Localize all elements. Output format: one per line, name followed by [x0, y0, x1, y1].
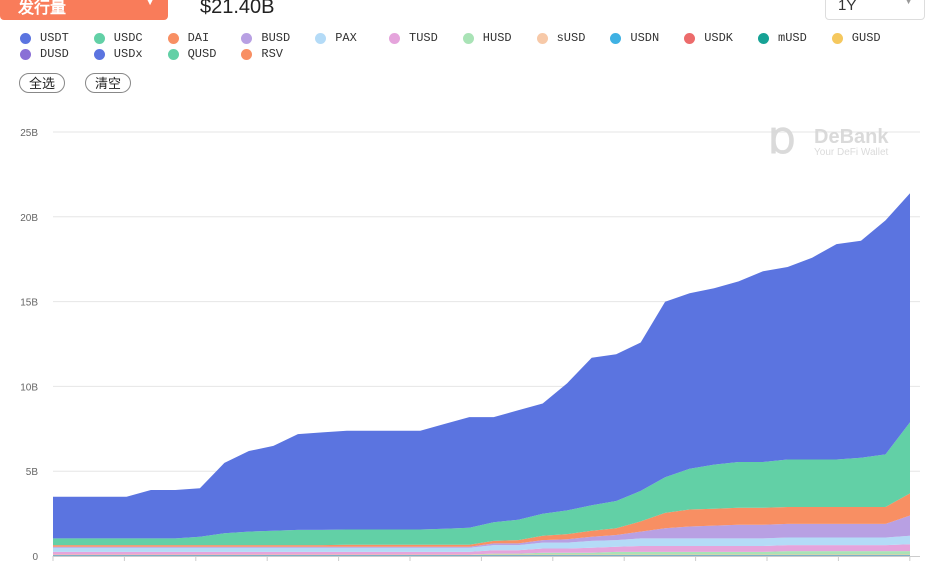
legend-dot-icon	[167, 48, 179, 60]
legend-label: mUSD	[778, 31, 807, 45]
area-pax	[53, 535, 910, 552]
legend-dot-icon	[315, 32, 327, 44]
legend-dot-icon	[167, 32, 179, 44]
legend-label: DAI	[187, 31, 210, 45]
legend-dot-icon	[241, 48, 253, 60]
legend-dot-icon	[758, 32, 769, 44]
legend-dot-icon	[610, 32, 622, 44]
area-tusd	[53, 544, 910, 555]
watermark-brand: DeBank	[814, 125, 889, 148]
legend-label: USDT	[40, 31, 69, 45]
legend-dot-icon	[20, 48, 31, 60]
legend-item-gusd[interactable]: GUSD	[831, 31, 881, 45]
legend-item-busd[interactable]: BUSD	[241, 31, 290, 45]
area-busd	[53, 515, 910, 548]
legend-dot-icon	[684, 32, 696, 44]
chevron-down-icon: ▼	[903, 0, 914, 7]
debank-logo-icon: Ɒ	[770, 123, 797, 161]
legend-label: HUSD	[482, 31, 512, 45]
legend-item-usdn[interactable]: USDN	[610, 31, 659, 45]
total-value: $21.40B	[200, 0, 275, 18]
range-value: 1Y	[838, 0, 857, 14]
legend-label: USDx	[113, 47, 143, 61]
legend-item-tusd[interactable]: TUSD	[389, 31, 438, 45]
legend-dot-icon	[462, 32, 474, 44]
legend-dot-icon	[20, 32, 31, 44]
y-tick-label: 15B	[20, 298, 38, 309]
legend-dot-icon	[389, 32, 400, 44]
debank-watermark: Ɒ DeBank Your DeFi Wallet	[770, 124, 888, 160]
metric-label: 发行量	[18, 0, 67, 17]
legend-dot-icon	[93, 48, 105, 60]
legend-label: DUSD	[40, 47, 69, 61]
legend-label: PAX	[335, 31, 357, 45]
legend-item-usdx[interactable]: USDx	[93, 47, 143, 61]
watermark-tagline: Your DeFi Wallet	[814, 146, 889, 158]
legend-item-pax[interactable]: PAX	[315, 31, 357, 45]
legend-item-dai[interactable]: DAI	[167, 31, 210, 45]
legend-label: sUSD	[556, 31, 586, 45]
area-usdc	[53, 422, 910, 546]
y-tick-label: 5B	[26, 467, 39, 478]
range-select[interactable]: 1Y ▼	[825, 0, 925, 20]
legend-item-usdk[interactable]: USDK	[684, 31, 733, 45]
legend-dot-icon	[831, 32, 843, 44]
y-tick-label: 10B	[20, 382, 38, 393]
select-all-button[interactable]: 全选	[19, 73, 65, 93]
legend-item-rsv[interactable]: RSV	[241, 47, 283, 61]
y-tick-label: 0	[32, 552, 38, 561]
area-usdt	[53, 193, 910, 539]
legend-label: USDN	[630, 31, 660, 45]
legend-label: USDK	[704, 31, 733, 45]
area-husd	[53, 551, 910, 555]
metric-dropdown[interactable]: 发行量 ▼	[0, 0, 168, 20]
legend-label: BUSD	[261, 31, 291, 45]
legend-item-musd[interactable]: mUSD	[758, 31, 807, 45]
legend-label: TUSD	[409, 31, 438, 45]
y-tick-label: 25B	[20, 128, 38, 139]
legend-item-usdc[interactable]: USDC	[93, 31, 143, 45]
area-dai	[53, 493, 910, 547]
legend-item-husd[interactable]: HUSD	[462, 31, 512, 45]
legend-item-susd[interactable]: sUSD	[536, 31, 586, 45]
legend-label: GUSD	[851, 31, 881, 45]
legend-label: QUSD	[187, 47, 217, 61]
legend-label: RSV	[261, 47, 283, 61]
legend-dot-icon	[536, 32, 548, 44]
legend-label: USDC	[113, 31, 143, 45]
legend-dot-icon	[93, 32, 105, 44]
area-susd	[53, 554, 910, 555]
clear-button[interactable]: 清空	[85, 73, 131, 93]
chevron-down-icon: ▼	[144, 0, 156, 8]
legend-dot-icon	[241, 32, 253, 44]
y-tick-label: 20B	[20, 213, 38, 224]
legend-item-dusd[interactable]: DUSD	[20, 47, 69, 61]
legend-item-qusd[interactable]: QUSD	[167, 47, 217, 61]
legend-item-usdt[interactable]: USDT	[20, 31, 69, 45]
